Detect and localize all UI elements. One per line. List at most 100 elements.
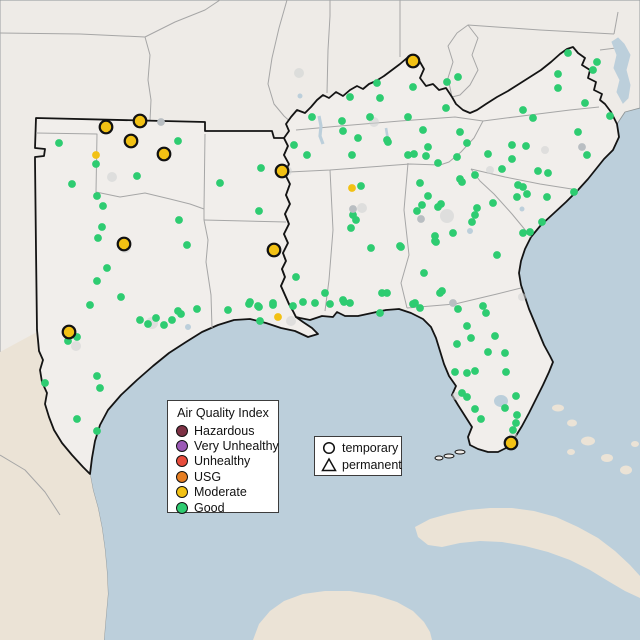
- station-marker-good[interactable]: [133, 172, 141, 180]
- station-marker-good[interactable]: [409, 83, 417, 91]
- station-marker-good[interactable]: [86, 301, 94, 309]
- station-marker-good[interactable]: [366, 113, 374, 121]
- station-marker-good[interactable]: [416, 179, 424, 187]
- station-marker-good[interactable]: [502, 368, 510, 376]
- station-marker-good[interactable]: [418, 201, 426, 209]
- station-marker-good[interactable]: [255, 207, 263, 215]
- station-marker-good[interactable]: [117, 293, 125, 301]
- station-marker-good[interactable]: [420, 269, 428, 277]
- station-marker-good[interactable]: [453, 153, 461, 161]
- station-marker-good[interactable]: [509, 426, 517, 434]
- station-marker-good[interactable]: [473, 204, 481, 212]
- station-marker-good[interactable]: [564, 49, 572, 57]
- station-marker-moderate[interactable]: [348, 184, 356, 192]
- station-marker-moderate-temporary[interactable]: [132, 113, 148, 129]
- station-marker-good[interactable]: [468, 218, 476, 226]
- station-marker-good[interactable]: [411, 299, 419, 307]
- station-marker-good[interactable]: [311, 299, 319, 307]
- station-marker-good[interactable]: [290, 141, 298, 149]
- station-marker-good[interactable]: [512, 419, 520, 427]
- station-marker-good[interactable]: [68, 180, 76, 188]
- station-marker-good[interactable]: [168, 316, 176, 324]
- station-marker-good[interactable]: [175, 216, 183, 224]
- station-marker-good[interactable]: [442, 104, 450, 112]
- station-marker-good[interactable]: [501, 404, 509, 412]
- station-marker-good[interactable]: [326, 300, 334, 308]
- station-marker-good[interactable]: [471, 367, 479, 375]
- station-marker-good[interactable]: [269, 299, 277, 307]
- station-marker-good[interactable]: [449, 229, 457, 237]
- station-marker-good[interactable]: [538, 218, 546, 226]
- station-marker-good[interactable]: [463, 139, 471, 147]
- station-marker-good[interactable]: [352, 216, 360, 224]
- station-marker-good[interactable]: [160, 321, 168, 329]
- station-marker-good[interactable]: [463, 322, 471, 330]
- station-marker-good[interactable]: [73, 415, 81, 423]
- station-marker-good[interactable]: [424, 192, 432, 200]
- station-marker-good[interactable]: [152, 314, 160, 322]
- station-marker-good[interactable]: [554, 84, 562, 92]
- station-marker-moderate-temporary[interactable]: [405, 53, 421, 69]
- station-marker-good[interactable]: [534, 167, 542, 175]
- station-marker-good[interactable]: [416, 304, 424, 312]
- station-marker-good[interactable]: [593, 58, 601, 66]
- station-marker-moderate-temporary[interactable]: [274, 163, 290, 179]
- station-marker-good[interactable]: [216, 179, 224, 187]
- station-marker-good[interactable]: [526, 228, 534, 236]
- station-marker-good[interactable]: [467, 334, 475, 342]
- station-marker-good[interactable]: [431, 237, 439, 245]
- station-marker-good[interactable]: [484, 348, 492, 356]
- station-marker-good[interactable]: [224, 306, 232, 314]
- station-marker-good[interactable]: [41, 379, 49, 387]
- station-marker-good[interactable]: [93, 427, 101, 435]
- station-marker-good[interactable]: [346, 93, 354, 101]
- station-marker-good[interactable]: [477, 415, 485, 423]
- station-marker-good[interactable]: [434, 159, 442, 167]
- station-marker-good[interactable]: [519, 106, 527, 114]
- station-marker-good[interactable]: [484, 150, 492, 158]
- station-marker-good[interactable]: [321, 289, 329, 297]
- station-marker-good[interactable]: [183, 241, 191, 249]
- station-marker-good[interactable]: [463, 369, 471, 377]
- station-marker-unknown[interactable]: [157, 118, 165, 126]
- station-marker-good[interactable]: [523, 190, 531, 198]
- station-marker-good[interactable]: [424, 143, 432, 151]
- station-marker-good[interactable]: [513, 193, 521, 201]
- station-marker-good[interactable]: [357, 182, 365, 190]
- station-marker-good[interactable]: [92, 160, 100, 168]
- station-marker-good[interactable]: [338, 117, 346, 125]
- station-marker-good[interactable]: [256, 317, 264, 325]
- station-marker-moderate[interactable]: [92, 151, 100, 159]
- station-marker-good[interactable]: [404, 113, 412, 121]
- station-marker-good[interactable]: [482, 309, 490, 317]
- station-marker-good[interactable]: [581, 99, 589, 107]
- station-marker-good[interactable]: [396, 242, 404, 250]
- station-marker-good[interactable]: [491, 332, 499, 340]
- station-marker-good[interactable]: [144, 320, 152, 328]
- station-marker-good[interactable]: [554, 70, 562, 78]
- station-marker-good[interactable]: [346, 299, 354, 307]
- station-marker-good[interactable]: [453, 340, 461, 348]
- station-marker-good[interactable]: [257, 164, 265, 172]
- station-marker-good[interactable]: [508, 155, 516, 163]
- station-marker-good[interactable]: [438, 287, 446, 295]
- station-marker-good[interactable]: [94, 234, 102, 242]
- station-marker-good[interactable]: [570, 188, 578, 196]
- station-marker-good[interactable]: [471, 405, 479, 413]
- station-marker-good[interactable]: [419, 126, 427, 134]
- station-marker-good[interactable]: [98, 223, 106, 231]
- station-marker-good[interactable]: [456, 175, 464, 183]
- station-marker-moderate[interactable]: [274, 313, 282, 321]
- station-marker-good[interactable]: [454, 73, 462, 81]
- station-marker-good[interactable]: [93, 372, 101, 380]
- station-marker-good[interactable]: [93, 192, 101, 200]
- station-marker-good[interactable]: [493, 251, 501, 259]
- station-marker-good[interactable]: [489, 199, 497, 207]
- station-marker-good[interactable]: [574, 128, 582, 136]
- station-marker-good[interactable]: [498, 165, 506, 173]
- station-marker-good[interactable]: [519, 229, 527, 237]
- station-marker-good[interactable]: [136, 316, 144, 324]
- station-marker-unknown[interactable]: [578, 143, 586, 151]
- station-marker-good[interactable]: [544, 169, 552, 177]
